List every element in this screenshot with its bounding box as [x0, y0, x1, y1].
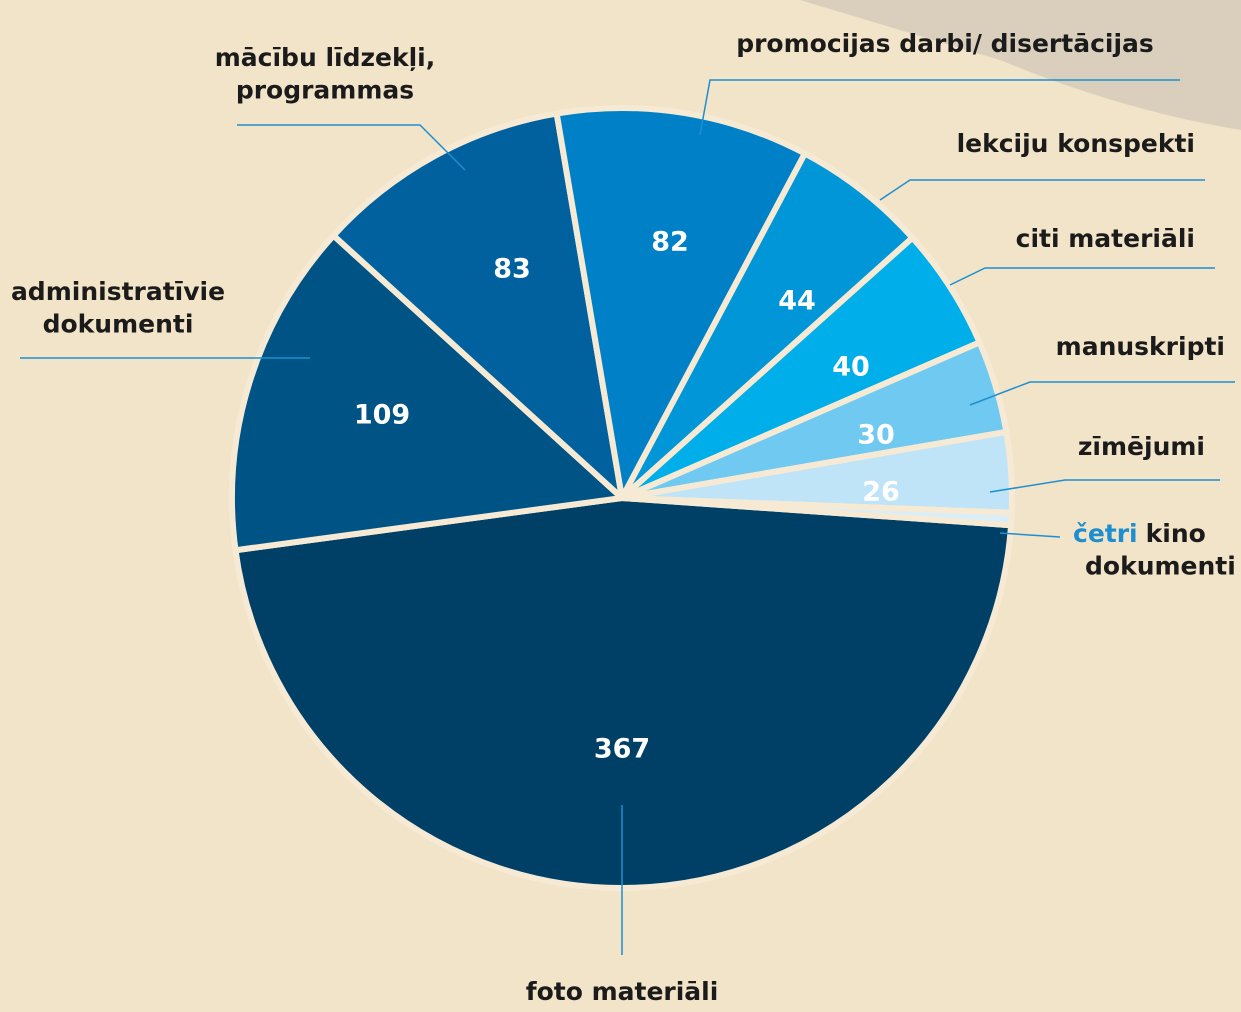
data-label: 83: [493, 254, 531, 285]
data-label: 26: [862, 477, 900, 508]
data-label: 109: [354, 400, 410, 431]
data-label: 82: [651, 227, 689, 258]
category-label: lekciju konspekti: [957, 129, 1195, 158]
data-label: 44: [778, 286, 816, 317]
category-label: zīmējumi: [1078, 432, 1205, 461]
data-label: 367: [594, 734, 650, 765]
category-label: citi materiāli: [1016, 224, 1195, 253]
category-label: manuskripti: [1056, 332, 1225, 361]
chart: 367foto materiāli109administratīviedokum…: [0, 0, 1241, 1012]
data-label: 40: [832, 352, 870, 383]
category-label: foto materiāli: [526, 977, 719, 1006]
category-label: promocijas darbi/ disertācijas: [736, 29, 1154, 58]
data-label: četri: [1073, 519, 1138, 548]
data-label: 30: [857, 420, 895, 451]
